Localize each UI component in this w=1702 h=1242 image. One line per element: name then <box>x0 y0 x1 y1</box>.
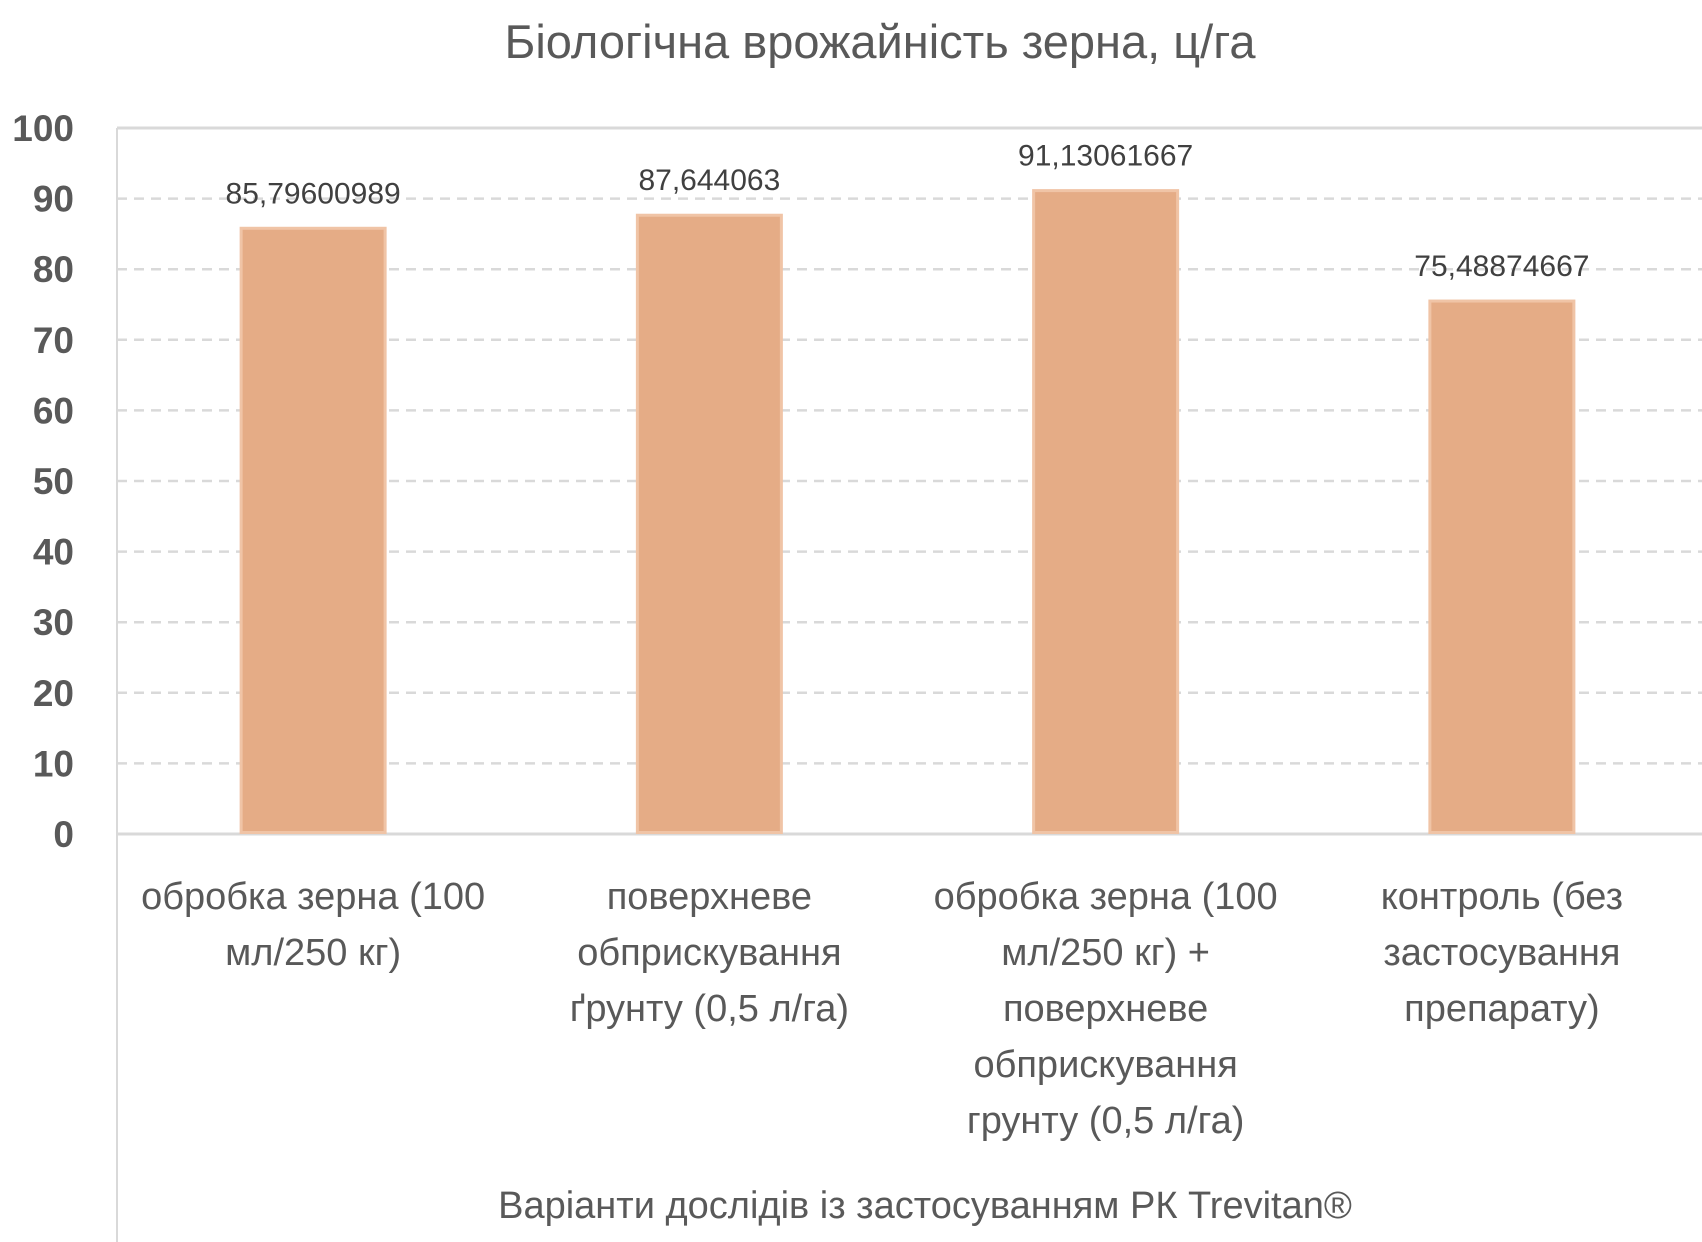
category-label: поверхневе <box>607 876 812 918</box>
category-label: обприскування <box>577 932 841 974</box>
y-tick-label: 80 <box>33 249 74 290</box>
y-tick-label: 100 <box>12 108 74 149</box>
category-label: застосування <box>1383 932 1620 974</box>
y-tick-label: 10 <box>33 743 74 784</box>
bar <box>1032 189 1180 834</box>
y-tick-label: 0 <box>53 814 74 855</box>
y-tick-label: 70 <box>33 320 74 361</box>
data-label: 87,644063 <box>638 164 780 197</box>
category-label: мл/250 кг) <box>225 932 401 974</box>
category-label: грунту (0,5 л/га) <box>967 1100 1245 1142</box>
category-label: обприскування <box>973 1044 1237 1086</box>
bar <box>1428 299 1576 834</box>
category-label: обробка зерна (100 <box>141 876 485 918</box>
category-label: поверхневе <box>1003 988 1208 1030</box>
category-label: ґрунту (0,5 л/га) <box>570 988 849 1030</box>
chart-title: Біологічна врожайність зерна, ц/га <box>505 15 1257 68</box>
category-label: препарату) <box>1404 988 1599 1030</box>
category-label: контроль (без <box>1381 876 1623 918</box>
y-tick-label: 90 <box>33 179 74 220</box>
x-axis-title: Варіанти дослідів із застосуванням РК Tr… <box>498 1185 1352 1227</box>
y-tick-label: 20 <box>33 673 74 714</box>
category-label: обробка зерна (100 <box>934 876 1278 918</box>
bar <box>635 213 783 834</box>
category-label: мл/250 кг) + <box>1001 932 1210 974</box>
y-tick-label: 40 <box>33 532 74 573</box>
data-label: 75,48874667 <box>1414 250 1589 283</box>
y-tick-label: 60 <box>33 390 74 431</box>
y-tick-label: 50 <box>33 461 74 502</box>
data-label: 85,79600989 <box>226 177 401 210</box>
y-tick-label: 30 <box>33 602 74 643</box>
data-label: 91,13061667 <box>1018 140 1193 173</box>
bar <box>239 226 387 835</box>
